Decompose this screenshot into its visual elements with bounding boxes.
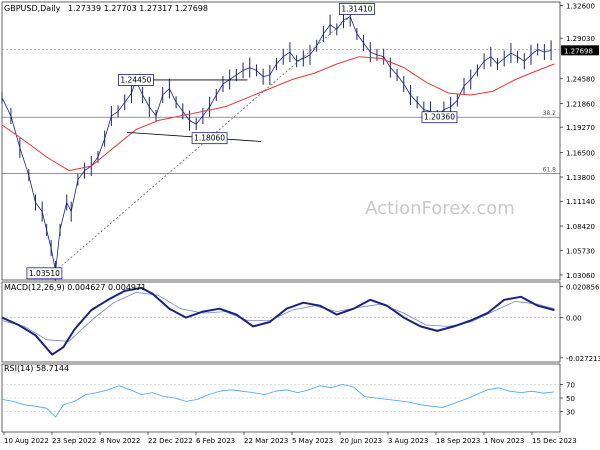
time-tick-label: 3 Aug 2023: [388, 437, 428, 445]
macd-pane: 0.020856 0.00 -0.027213: [1, 281, 600, 363]
time-tick-label: 5 May 2023: [292, 437, 333, 445]
price-annotation-label: 1.31410: [341, 4, 372, 13]
last-price-box: [561, 45, 599, 56]
rsi-tick-label: 70: [566, 381, 575, 389]
time-tick-label: 18 Sep 2023: [436, 437, 480, 445]
price-annotation-label: 1.20360: [424, 113, 455, 122]
fib-level-label: 38.2: [543, 110, 557, 117]
macd-tick-label: 0.00: [566, 315, 582, 323]
time-tick-label: 10 Aug 2022: [4, 437, 49, 445]
price-tick-label: 1.08420: [566, 223, 595, 231]
time-tick-label: 6 Feb 2023: [196, 437, 235, 445]
macd-tick-label: 0.020856: [566, 284, 600, 292]
price-tick-label: 1.11140: [566, 198, 595, 206]
price-tick-label: 1.13800: [566, 174, 595, 182]
ohlc-label: 1.27339 1.27703 1.27317 1.27698: [68, 4, 208, 13]
moving-average-line: [1, 56, 555, 172]
fib-level-label: 61.8: [543, 166, 557, 173]
pane-frame: [1, 1, 561, 281]
watermark: ActionForex.com: [365, 198, 515, 219]
macd-line: [1, 286, 555, 356]
time-tick-label: 15 Dec 2023: [532, 437, 577, 445]
time-tick-label: 1 Nov 2023: [484, 437, 524, 445]
pane-frame: [1, 281, 561, 363]
time-tick-label: 23 Sep 2022: [52, 437, 96, 445]
time-tick-label: 20 Jun 2023: [340, 437, 382, 445]
rsi-line: [1, 384, 555, 418]
price-tick-label: 1.21860: [566, 101, 595, 109]
price-tick-label: 1.19270: [566, 124, 595, 132]
price-tick-label: 1.03060: [566, 272, 595, 280]
price-annotation-label: 1.03510: [29, 269, 60, 278]
rsi-pane: 70 50 30: [1, 363, 575, 433]
last-price-label: 1.27698: [564, 47, 593, 55]
price-tick-label: 1.16500: [566, 149, 595, 157]
rsi-tick-label: 50: [566, 395, 575, 403]
price-line: [1, 16, 552, 272]
chart-title: GBPUSD,Daily: [4, 4, 61, 13]
macd-tick-label: -0.027213: [566, 355, 600, 363]
price-annotation-box: [26, 267, 63, 280]
time-axis: 10 Aug 2022 23 Sep 2022 8 Nov 2022 22 Dec 2…: [3, 432, 577, 445]
price-annotation-box: [421, 111, 458, 124]
price-annotation-box: [191, 132, 228, 145]
time-tick-label: 8 Nov 2022: [100, 437, 140, 445]
pane-frame: [1, 363, 561, 433]
price-annotation-label: 1.24450: [120, 75, 151, 84]
rsi-tick-label: 30: [566, 409, 575, 417]
price-annotation-box: [118, 74, 154, 86]
time-tick-label: 22 Dec 2022: [148, 437, 193, 445]
time-tick-label: 22 Mar 2023: [244, 437, 288, 445]
price-tick-label: 1.29030: [566, 35, 595, 43]
price-tick-label: 1.05730: [566, 248, 595, 256]
price-tick-label: 1.32600: [566, 3, 595, 11]
price-annotation-box: [338, 3, 375, 15]
dashed-trendline: [55, 16, 351, 272]
price-pane: 1.32600 1.29030 1.24580 1.21860 1.19270 1.165…: [1, 1, 599, 281]
price-tick-label: 1.24580: [566, 76, 595, 84]
macd-label: MACD(12,26,9) 0.004627 0.004971: [4, 283, 146, 292]
rsi-label: RSI(14) 58.7144: [4, 364, 69, 373]
price-annotation-label: 1.18060: [194, 134, 225, 143]
